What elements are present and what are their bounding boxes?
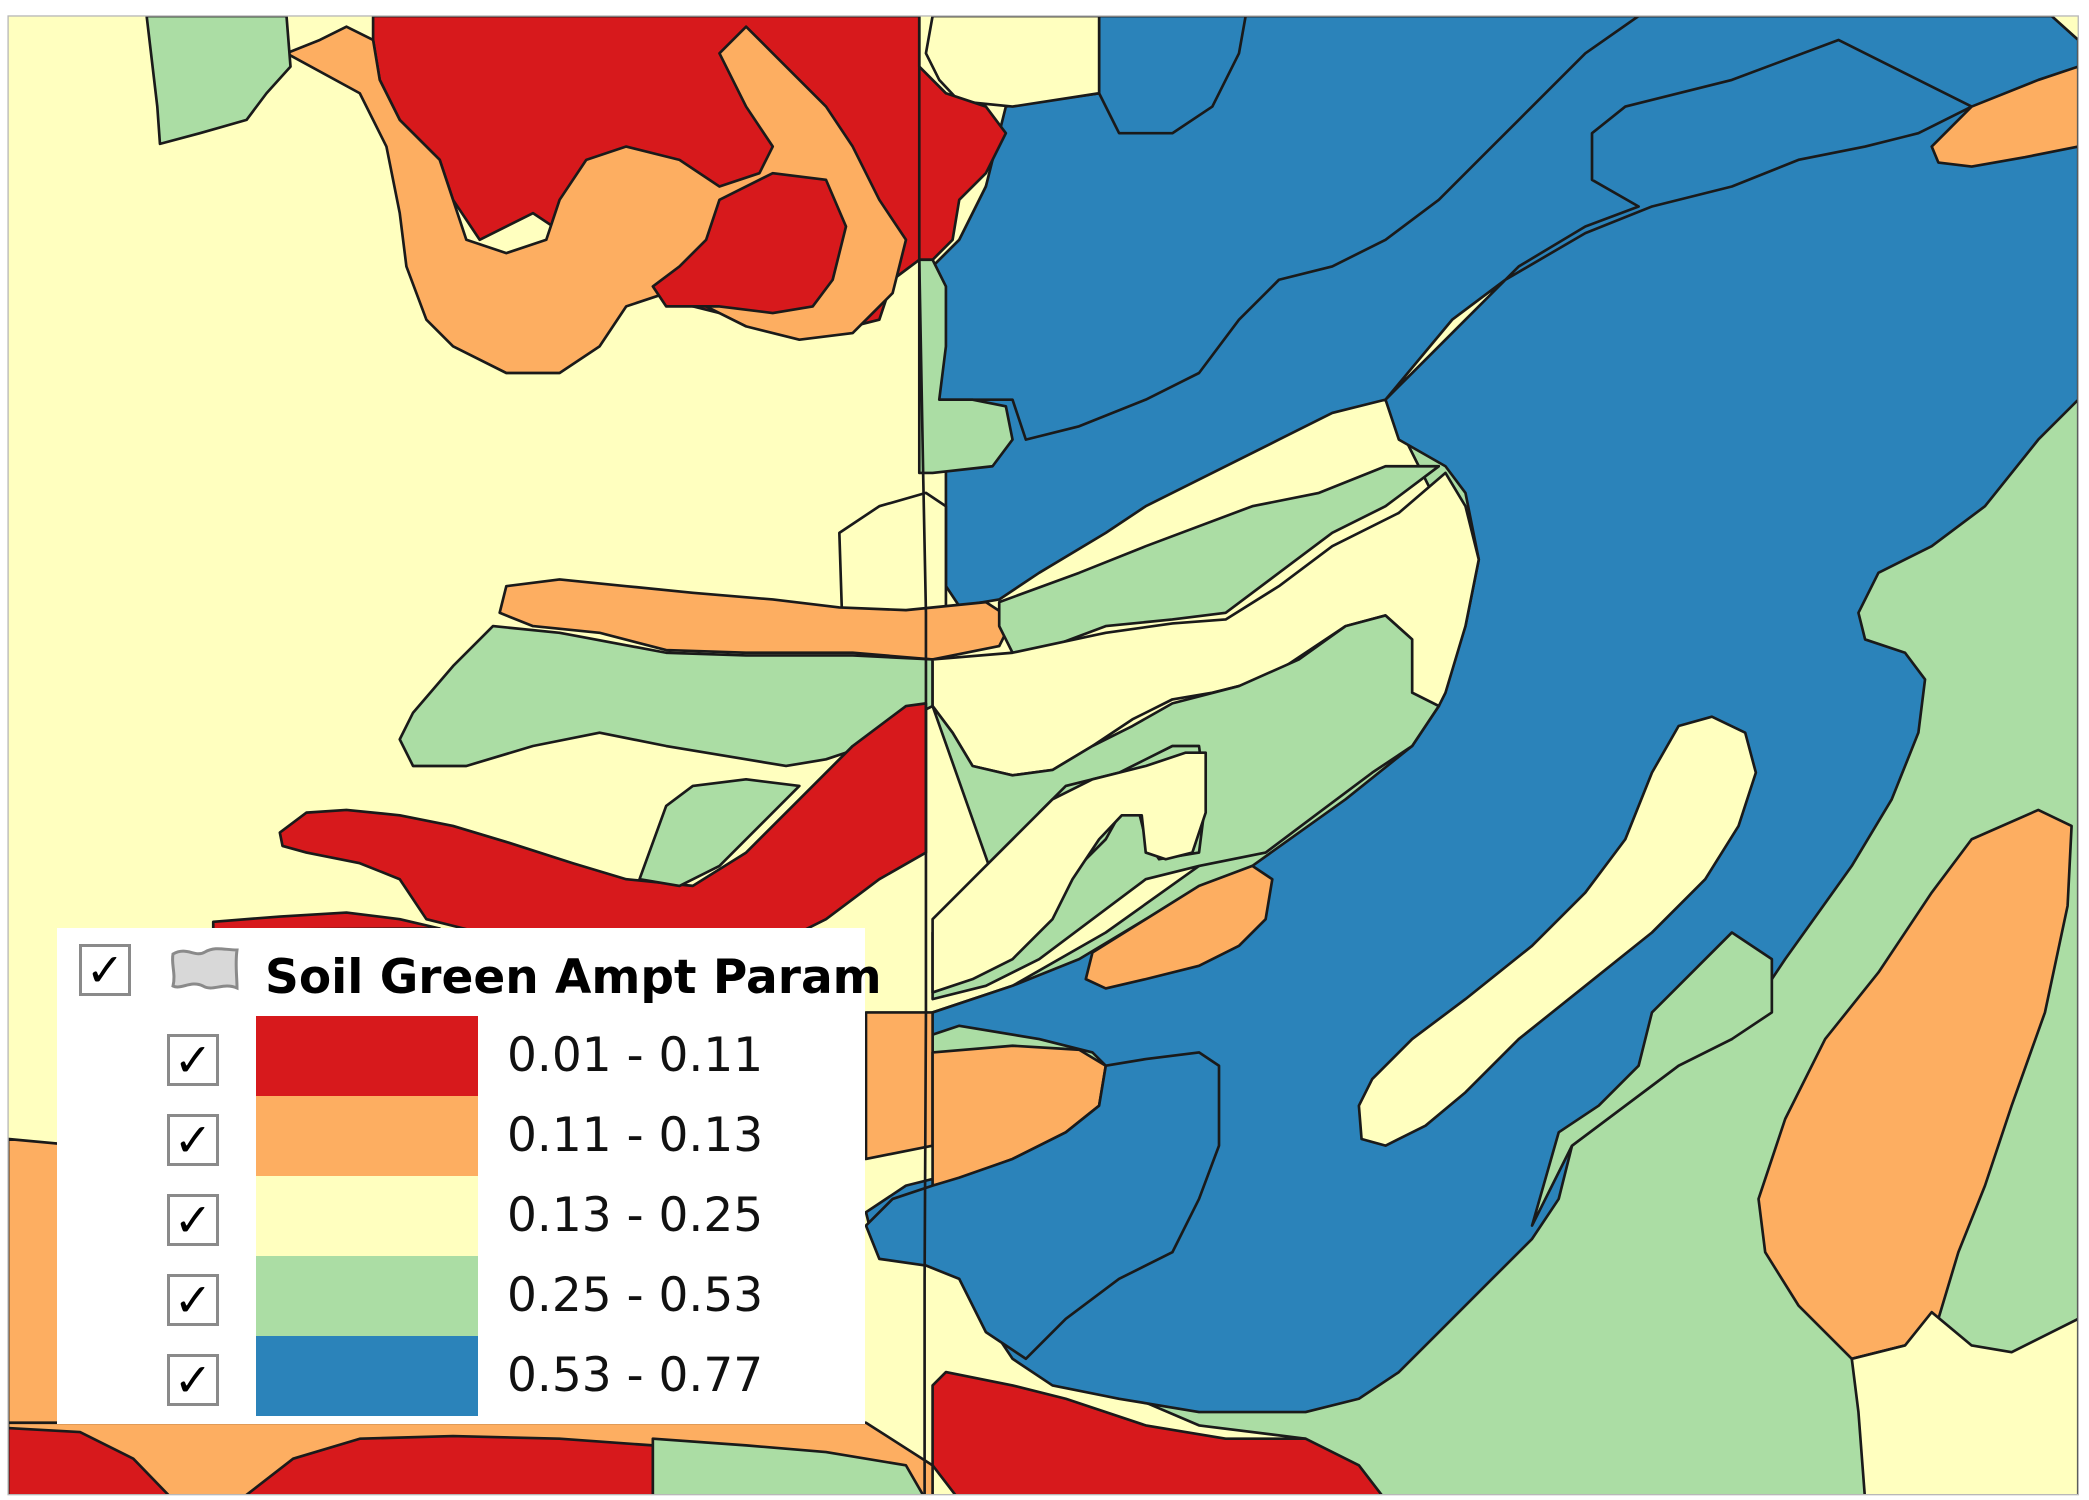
class-checkbox-2[interactable]: ✓ [167,1114,219,1166]
zone-yellow-finger [931,751,1208,994]
layer-visibility-checkbox[interactable]: ✓ [79,944,131,996]
check-icon: ✓ [173,1273,213,1327]
legend-swatch-2 [256,1096,478,1176]
check-icon: ✓ [173,1033,213,1087]
legend-label-4: 0.25 - 0.53 [507,1268,764,1323]
zone-red-southwest [8,1426,170,1495]
legend-swatch-1 [256,1016,478,1096]
class-checkbox-4[interactable]: ✓ [167,1274,219,1326]
legend-label-2: 0.11 - 0.13 [507,1108,764,1163]
zone-orange-east-small [1084,864,1274,990]
zone-orange-northeast [1930,65,2079,168]
zone-green-northwest [145,15,292,146]
zone-blue-top [931,15,1640,441]
check-icon: ✓ [173,1353,213,1407]
map-legend: ✓ Soil Green Ampt Param ✓ 0.01 - 0.11 ✓ … [57,928,882,1424]
zone-green-meridian [917,258,1014,475]
check-icon: ✓ [173,1193,213,1247]
check-icon: ✓ [85,943,125,997]
zone-orange-south-center [864,1011,934,1161]
class-checkbox-1[interactable]: ✓ [167,1034,219,1086]
zone-red-north-inner [651,171,848,315]
meridian-boundary [917,15,928,1495]
polygon-layer-icon [171,947,239,991]
zone-green-pocket [638,777,801,888]
zone-yellow-long-east [1357,715,1758,1147]
zone-green-southwest [651,1437,925,1495]
legend-swatch-4 [256,1256,478,1336]
zone-blue-lobe-south [864,1051,1221,1361]
zone-green-band-mid [398,624,934,768]
legend-layer-title: Soil Green Ampt Param [265,950,882,1005]
legend-label-5: 0.53 - 0.77 [507,1348,764,1403]
zone-yellow-southeast [1850,1310,2079,1495]
legend-label-1: 0.01 - 0.11 [507,1028,764,1083]
legend-label-3: 0.13 - 0.25 [507,1188,764,1243]
class-checkbox-3[interactable]: ✓ [167,1194,219,1246]
class-checkbox-5[interactable]: ✓ [167,1354,219,1406]
zone-yellow-top-mid [924,15,1101,108]
legend-swatch-5 [256,1336,478,1416]
legend-swatch-3 [256,1176,478,1256]
check-icon: ✓ [173,1113,213,1167]
zone-green-inner-east [1530,931,1774,1227]
